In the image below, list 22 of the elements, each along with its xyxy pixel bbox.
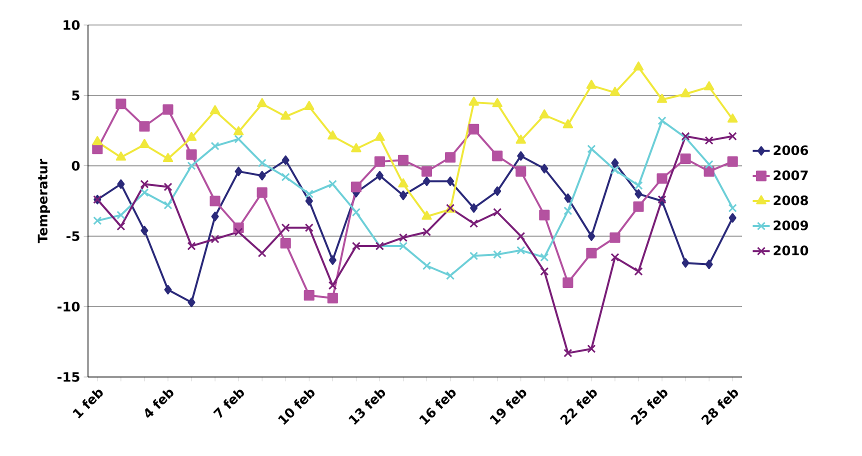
y-tick-label: -10 [58,302,80,312]
y-tick-label: 0 [72,160,80,171]
legend-label: 2007 [774,170,808,180]
legend-label: 2010 [774,246,808,256]
x-tick-label: 22 feb [560,390,597,426]
x-tick-label: 4 feb [145,390,174,418]
x-tick-label: 28 feb [701,390,738,426]
x-tick-label: 1 feb [72,390,103,418]
x-tick-label: 25 feb [630,390,668,426]
legend-label: 2009 [774,220,808,230]
y-axis-title: Temperatur [38,158,50,244]
y-tick-label: -15 [58,372,80,382]
y-tick-label: 5 [72,90,80,100]
x-tick-label: 16 feb [419,390,456,425]
y-tick-label: 10 [64,20,80,30]
legend-label: 2006 [774,145,808,156]
legend-label: 2008 [774,195,808,206]
y-tick-label: -5 [66,231,80,242]
x-tick-label: 19 feb [490,390,526,425]
x-tick-label: 7 feb [213,390,244,418]
x-tick-label: 10 feb [278,390,314,425]
x-tick-label: 13 feb [348,390,386,425]
